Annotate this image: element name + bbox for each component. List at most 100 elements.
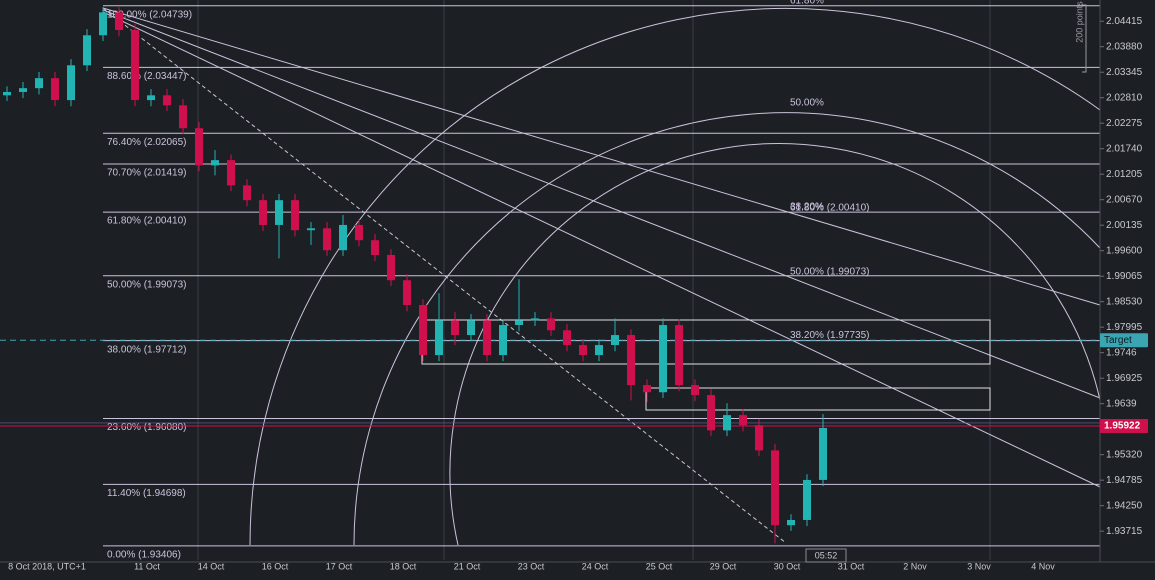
x-tick-label: 23 Oct <box>518 561 545 571</box>
y-tick-label: 1.99600 <box>1106 245 1143 256</box>
target-label: Target <box>1104 335 1132 346</box>
x-tick-label: 16 Oct <box>262 561 289 571</box>
candle-body <box>83 35 91 66</box>
fan-label: 38.20% (1.97735) <box>790 330 870 341</box>
x-tick-label: 31 Oct <box>838 561 865 571</box>
candle-body <box>211 160 219 166</box>
candle-body <box>675 325 683 386</box>
y-tick-label: 1.98530 <box>1106 296 1143 307</box>
fib-label: 100.00% (2.04739) <box>107 9 192 20</box>
fib-label: 61.80% (2.00410) <box>107 216 187 227</box>
range-bracket <box>1082 4 1087 73</box>
y-tick-label: 1.94250 <box>1106 500 1143 511</box>
candle-body <box>531 318 539 321</box>
candle-body <box>707 395 715 431</box>
candle-body <box>739 415 747 426</box>
candle-body <box>595 345 603 356</box>
candle-body <box>227 160 235 186</box>
arc-label: 50.00% <box>790 98 824 109</box>
candle-body <box>435 320 443 356</box>
range-box <box>645 387 991 411</box>
y-tick-label: 2.04415 <box>1106 16 1143 27</box>
last-price-tag <box>1100 418 1148 433</box>
x-tick-label: 21 Oct <box>454 561 481 571</box>
y-tick-label: 1.9639 <box>1106 398 1137 409</box>
candle-body <box>611 335 619 346</box>
fib-label: 0.00% (1.93406) <box>107 550 181 561</box>
y-tick-label: 2.02810 <box>1106 92 1143 103</box>
last-price-label: 1.95922 <box>1104 421 1141 432</box>
candle-body <box>403 280 411 306</box>
fib-label: 88.60% (2.03447) <box>107 71 187 82</box>
y-tick-label: 2.00670 <box>1106 194 1143 205</box>
candle-body <box>515 320 523 326</box>
fib-label: 70.70% (2.01419) <box>107 168 187 179</box>
y-tick-label: 2.00135 <box>1106 220 1143 231</box>
candle-body <box>723 415 731 431</box>
y-tick-label: 1.93715 <box>1106 526 1143 537</box>
fan-line <box>102 7 1101 306</box>
x-tick-label: 11 Oct <box>134 561 160 571</box>
trend-line <box>102 7 787 544</box>
range-label: 200 points <box>1074 1 1084 43</box>
x-tick-label: 25 Oct <box>646 561 673 571</box>
y-tick-label: 2.02275 <box>1106 118 1143 129</box>
x-tick-label: 24 Oct <box>582 561 609 571</box>
candle-body <box>483 320 491 356</box>
target-tag <box>1100 333 1148 348</box>
candle-body <box>323 228 331 251</box>
candle-body <box>115 12 123 31</box>
candle-body <box>275 200 283 225</box>
x-tick-label: 14 Oct <box>198 561 225 571</box>
candle-body <box>3 91 11 96</box>
candle-body <box>803 479 811 520</box>
x-tick-label: 4 Nov <box>1031 561 1055 571</box>
x-tick-label: 30 Oct <box>774 561 801 571</box>
candle-body <box>547 318 555 331</box>
fib-label: 50.00% (1.99073) <box>107 279 187 290</box>
arc-label: 61.80% <box>790 0 824 7</box>
x-tick-label: 3 Nov <box>967 561 991 571</box>
fib-label: 11.40% (1.94698) <box>107 488 186 499</box>
fan-line <box>102 9 1101 399</box>
x-tick-label: 8 Oct 2018, UTC+1 <box>8 561 86 571</box>
candle-body <box>51 78 59 101</box>
candle-body <box>819 427 827 480</box>
y-tick-label: 2.01740 <box>1106 143 1143 154</box>
countdown-box <box>805 548 847 563</box>
candle-body <box>467 320 475 336</box>
candle-body <box>691 385 699 396</box>
candle-body <box>627 335 635 386</box>
y-tick-label: 1.95320 <box>1106 449 1143 460</box>
fib-label: 23.60% (1.96080) <box>107 422 187 433</box>
candle-body <box>179 105 187 129</box>
countdown: 05:52 <box>815 550 838 560</box>
candle-body <box>771 450 779 526</box>
candle-body <box>131 30 139 101</box>
y-tick-label: 2.03880 <box>1106 41 1143 52</box>
candle-body <box>19 88 27 92</box>
candle-body <box>579 345 587 356</box>
fan-label: 50.00% (1.99073) <box>790 266 870 277</box>
candle-body <box>259 200 267 225</box>
candle-body <box>67 65 75 101</box>
candle-body <box>291 200 299 231</box>
y-tick-label: 2.01205 <box>1106 169 1143 180</box>
candle-body <box>307 228 315 231</box>
candle-body <box>451 320 459 336</box>
x-tick-label: 29 Oct <box>710 561 737 571</box>
candle-body <box>163 95 171 106</box>
candle-body <box>563 330 571 346</box>
x-tick-label: 18 Oct <box>390 561 417 571</box>
arc <box>449 142 1101 546</box>
candle-body <box>35 78 43 89</box>
fib-label: 38.00% (1.97712) <box>107 344 187 355</box>
y-tick-label: 1.97995 <box>1106 322 1143 333</box>
candle-body <box>147 95 155 101</box>
candle-body <box>243 185 251 201</box>
x-tick-label: 2 Nov <box>903 561 927 571</box>
candle-body <box>195 128 203 166</box>
fib-fan <box>102 7 1101 544</box>
candle-body <box>659 325 667 393</box>
